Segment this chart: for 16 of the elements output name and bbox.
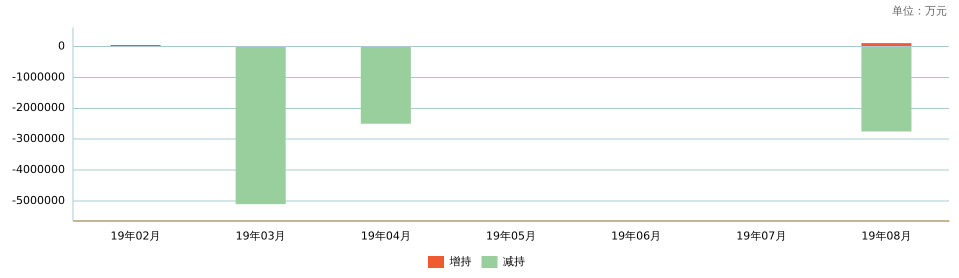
legend-label: 增持 bbox=[448, 254, 472, 268]
text: 单位：万元 bbox=[892, 4, 947, 18]
y-tick-label: 0 bbox=[58, 39, 65, 52]
x-tick-label: 19年03月 bbox=[236, 229, 286, 242]
y-tick-label: -1000000 bbox=[12, 70, 65, 84]
y-tick-label: -4000000 bbox=[12, 162, 65, 176]
y-tick-label: -5000000 bbox=[12, 194, 65, 207]
x-tick-label: 19年02月 bbox=[110, 229, 161, 242]
x-tick-label: 19年08月 bbox=[861, 229, 912, 242]
y-tick-label: -3000000 bbox=[12, 132, 65, 146]
x-tick-label: 19年04月 bbox=[360, 229, 411, 242]
y-tick-label: -2000000 bbox=[12, 101, 65, 114]
x-tick-label: 19年07月 bbox=[736, 229, 786, 242]
x-tick-label: 19年05月 bbox=[486, 229, 536, 242]
legend-label: 减持 bbox=[503, 254, 525, 268]
x-tick-label: 19年06月 bbox=[611, 229, 662, 242]
